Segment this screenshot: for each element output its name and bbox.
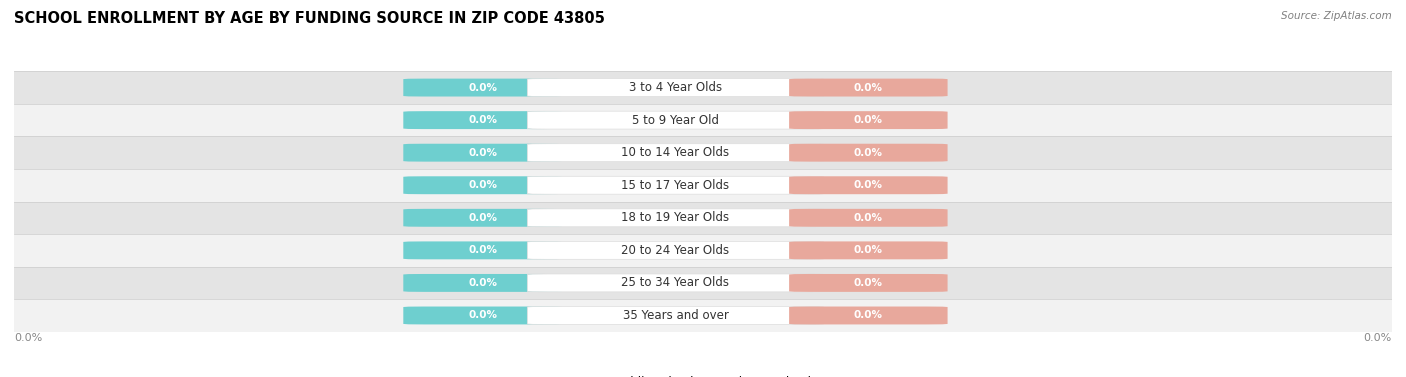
Text: SCHOOL ENROLLMENT BY AGE BY FUNDING SOURCE IN ZIP CODE 43805: SCHOOL ENROLLMENT BY AGE BY FUNDING SOUR… bbox=[14, 11, 605, 26]
Text: 0.0%: 0.0% bbox=[853, 180, 883, 190]
Text: 0.0%: 0.0% bbox=[14, 333, 42, 343]
FancyBboxPatch shape bbox=[789, 209, 948, 227]
Text: 0.0%: 0.0% bbox=[468, 180, 498, 190]
FancyBboxPatch shape bbox=[789, 144, 948, 162]
FancyBboxPatch shape bbox=[527, 176, 824, 194]
Text: 3 to 4 Year Olds: 3 to 4 Year Olds bbox=[628, 81, 723, 94]
FancyBboxPatch shape bbox=[14, 202, 1392, 234]
Text: 0.0%: 0.0% bbox=[853, 83, 883, 93]
FancyBboxPatch shape bbox=[404, 144, 562, 162]
FancyBboxPatch shape bbox=[527, 144, 824, 162]
FancyBboxPatch shape bbox=[527, 79, 824, 97]
FancyBboxPatch shape bbox=[14, 234, 1392, 267]
FancyBboxPatch shape bbox=[14, 104, 1392, 136]
FancyBboxPatch shape bbox=[789, 111, 948, 129]
Text: 18 to 19 Year Olds: 18 to 19 Year Olds bbox=[621, 211, 730, 224]
Text: 0.0%: 0.0% bbox=[853, 148, 883, 158]
FancyBboxPatch shape bbox=[789, 79, 948, 97]
Text: 0.0%: 0.0% bbox=[853, 245, 883, 255]
Text: 0.0%: 0.0% bbox=[853, 213, 883, 223]
FancyBboxPatch shape bbox=[404, 274, 562, 292]
Legend: Public School, Private School: Public School, Private School bbox=[595, 376, 811, 377]
FancyBboxPatch shape bbox=[14, 136, 1392, 169]
FancyBboxPatch shape bbox=[404, 209, 562, 227]
Text: 0.0%: 0.0% bbox=[853, 115, 883, 125]
FancyBboxPatch shape bbox=[14, 267, 1392, 299]
FancyBboxPatch shape bbox=[404, 307, 562, 325]
Text: 20 to 24 Year Olds: 20 to 24 Year Olds bbox=[621, 244, 730, 257]
Text: Source: ZipAtlas.com: Source: ZipAtlas.com bbox=[1281, 11, 1392, 21]
FancyBboxPatch shape bbox=[789, 307, 948, 325]
FancyBboxPatch shape bbox=[527, 274, 824, 292]
Text: 25 to 34 Year Olds: 25 to 34 Year Olds bbox=[621, 276, 730, 290]
FancyBboxPatch shape bbox=[527, 241, 824, 259]
FancyBboxPatch shape bbox=[404, 241, 562, 259]
Text: 35 Years and over: 35 Years and over bbox=[623, 309, 728, 322]
FancyBboxPatch shape bbox=[789, 176, 948, 194]
FancyBboxPatch shape bbox=[14, 299, 1392, 332]
FancyBboxPatch shape bbox=[404, 79, 562, 97]
Text: 15 to 17 Year Olds: 15 to 17 Year Olds bbox=[621, 179, 730, 192]
FancyBboxPatch shape bbox=[527, 209, 824, 227]
Text: 0.0%: 0.0% bbox=[468, 83, 498, 93]
FancyBboxPatch shape bbox=[527, 307, 824, 325]
Text: 0.0%: 0.0% bbox=[1364, 333, 1392, 343]
FancyBboxPatch shape bbox=[789, 274, 948, 292]
Text: 0.0%: 0.0% bbox=[468, 245, 498, 255]
FancyBboxPatch shape bbox=[527, 111, 824, 129]
Text: 0.0%: 0.0% bbox=[468, 115, 498, 125]
FancyBboxPatch shape bbox=[404, 176, 562, 194]
FancyBboxPatch shape bbox=[404, 111, 562, 129]
Text: 0.0%: 0.0% bbox=[468, 213, 498, 223]
Text: 0.0%: 0.0% bbox=[468, 278, 498, 288]
FancyBboxPatch shape bbox=[789, 241, 948, 259]
Text: 0.0%: 0.0% bbox=[853, 311, 883, 320]
Text: 5 to 9 Year Old: 5 to 9 Year Old bbox=[631, 113, 718, 127]
Text: 10 to 14 Year Olds: 10 to 14 Year Olds bbox=[621, 146, 730, 159]
FancyBboxPatch shape bbox=[14, 169, 1392, 202]
Text: 0.0%: 0.0% bbox=[468, 311, 498, 320]
FancyBboxPatch shape bbox=[14, 71, 1392, 104]
Text: 0.0%: 0.0% bbox=[468, 148, 498, 158]
Text: 0.0%: 0.0% bbox=[853, 278, 883, 288]
